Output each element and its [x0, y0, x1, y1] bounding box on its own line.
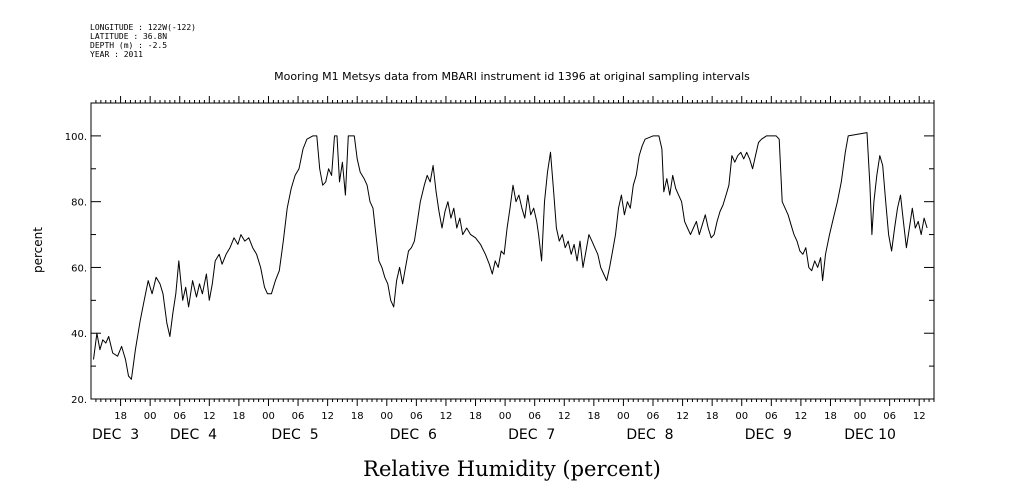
- series-group: [93, 132, 928, 380]
- x-day-label: DEC 8: [626, 427, 673, 443]
- series-line: [93, 132, 928, 380]
- y-tick-label: 20.: [71, 395, 87, 406]
- y-tick-label: 40.: [71, 329, 87, 340]
- x-tick-label: 18: [351, 411, 364, 422]
- y-tick-label: 80.: [71, 198, 87, 209]
- x-day-label: DEC 5: [271, 427, 318, 443]
- x-tick-label: 00: [735, 411, 748, 422]
- x-tick-label: 06: [173, 411, 186, 422]
- x-tick-label: 06: [292, 411, 305, 422]
- x-tick-label: 06: [410, 411, 423, 422]
- minor-ticks: [95, 100, 935, 402]
- y-axis-label: percent: [31, 227, 45, 273]
- x-axis: 18 00 06 12 18 00 06 12 18 00 06 12 18 00 06 12 18 00 06 12…: [92, 96, 926, 443]
- x-day-label: DEC 10: [844, 427, 896, 443]
- y-tick-label: 60.: [71, 263, 87, 274]
- x-tick-label: 12: [440, 411, 453, 422]
- chart-title: Mooring M1 Metsys data from MBARI instru…: [274, 70, 750, 83]
- x-tick-label: 12: [558, 411, 571, 422]
- x-tick-label: 00: [854, 411, 867, 422]
- y-tick-label: 100.: [65, 132, 87, 143]
- plot-frame: [90, 102, 935, 400]
- x-tick-label: 00: [617, 411, 630, 422]
- x-tick-label: 18: [469, 411, 482, 422]
- x-day-label: DEC 9: [745, 427, 792, 443]
- x-day-label: DEC 4: [170, 427, 217, 443]
- meta-year: YEAR : 2011: [90, 50, 143, 59]
- x-axis-label: Relative Humidity (percent): [363, 457, 661, 481]
- x-tick-label: 12: [203, 411, 216, 422]
- x-tick-label: 18: [824, 411, 837, 422]
- x-tick-label: 12: [795, 411, 808, 422]
- y-axis: 20. 40. 60. 80. 100.: [65, 132, 934, 406]
- x-tick-label: 12: [676, 411, 689, 422]
- x-tick-label: 18: [114, 411, 127, 422]
- x-tick-label: 06: [883, 411, 896, 422]
- x-tick-label: 12: [913, 411, 926, 422]
- x-day-label: DEC 6: [390, 427, 437, 443]
- x-day-label: DEC 7: [508, 427, 555, 443]
- meta-block: LONGITUDE : 122W(-122) LATITUDE : 36.8N …: [90, 23, 196, 59]
- x-tick-label: 06: [765, 411, 778, 422]
- x-tick-label: 00: [380, 411, 393, 422]
- x-tick-label: 00: [262, 411, 275, 422]
- x-tick-label: 06: [528, 411, 541, 422]
- x-tick-label: 18: [706, 411, 719, 422]
- x-tick-label: 00: [499, 411, 512, 422]
- x-tick-label: 18: [587, 411, 600, 422]
- x-tick-label: 18: [233, 411, 246, 422]
- x-day-label: DEC 3: [92, 427, 139, 443]
- meta-depth: DEPTH (m) : -2.5: [90, 41, 167, 50]
- x-tick-label: 00: [144, 411, 157, 422]
- meta-longitude: LONGITUDE : 122W(-122): [90, 23, 196, 32]
- meta-latitude: LATITUDE : 36.8N: [90, 32, 167, 41]
- x-tick-label: 06: [647, 411, 660, 422]
- x-tick-label: 12: [321, 411, 334, 422]
